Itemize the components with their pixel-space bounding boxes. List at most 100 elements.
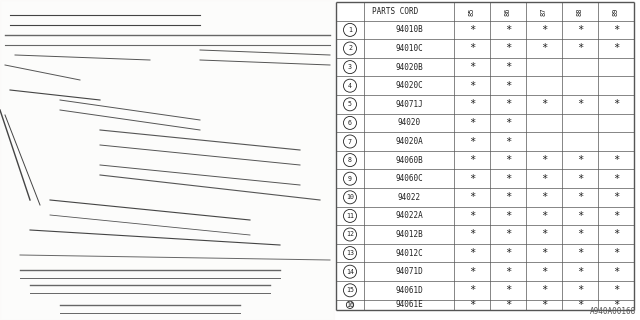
- Text: *: *: [469, 81, 475, 91]
- Text: 85: 85: [469, 7, 475, 16]
- Text: 94010C: 94010C: [395, 44, 423, 53]
- Text: 14: 14: [346, 269, 354, 275]
- Text: *: *: [541, 248, 547, 258]
- Text: 94010B: 94010B: [395, 25, 423, 34]
- Text: *: *: [577, 229, 583, 239]
- Text: 94061D: 94061D: [395, 286, 423, 295]
- Text: 94020A: 94020A: [395, 137, 423, 146]
- Text: *: *: [541, 229, 547, 239]
- Text: 10: 10: [346, 194, 354, 200]
- Text: *: *: [541, 155, 547, 165]
- Text: *: *: [613, 44, 619, 53]
- Text: *: *: [505, 267, 511, 277]
- Text: 13: 13: [346, 250, 354, 256]
- Text: 7: 7: [348, 139, 352, 145]
- Text: *: *: [505, 81, 511, 91]
- Text: 8: 8: [348, 157, 352, 163]
- Text: *: *: [613, 174, 619, 184]
- Text: *: *: [469, 248, 475, 258]
- Text: *: *: [613, 229, 619, 239]
- Text: *: *: [577, 155, 583, 165]
- Text: *: *: [577, 211, 583, 221]
- Text: *: *: [577, 174, 583, 184]
- Text: *: *: [469, 267, 475, 277]
- Text: *: *: [541, 267, 547, 277]
- Text: 94012B: 94012B: [395, 230, 423, 239]
- Text: *: *: [577, 248, 583, 258]
- Text: *: *: [613, 248, 619, 258]
- Text: *: *: [505, 99, 511, 109]
- Text: 9: 9: [348, 176, 352, 182]
- Text: *: *: [505, 62, 511, 72]
- Text: *: *: [505, 248, 511, 258]
- Text: 94022: 94022: [397, 193, 420, 202]
- Text: 11: 11: [346, 213, 354, 219]
- Text: *: *: [505, 155, 511, 165]
- Text: *: *: [541, 44, 547, 53]
- Text: 15: 15: [346, 287, 354, 293]
- Text: 94060C: 94060C: [395, 174, 423, 183]
- Text: 94071J: 94071J: [395, 100, 423, 109]
- Text: 1: 1: [348, 27, 352, 33]
- Text: 94020: 94020: [397, 118, 420, 127]
- Text: *: *: [505, 229, 511, 239]
- Text: 3: 3: [348, 64, 352, 70]
- Text: *: *: [613, 25, 619, 35]
- Text: 12: 12: [346, 231, 354, 237]
- Text: *: *: [469, 99, 475, 109]
- Text: *: *: [613, 99, 619, 109]
- Text: *: *: [505, 44, 511, 53]
- Text: *: *: [505, 25, 511, 35]
- Text: 16: 16: [346, 302, 354, 308]
- Text: 94061E: 94061E: [395, 300, 423, 309]
- Text: *: *: [541, 174, 547, 184]
- Text: *: *: [613, 155, 619, 165]
- Text: *: *: [577, 44, 583, 53]
- Text: *: *: [541, 300, 547, 310]
- Text: *: *: [469, 25, 475, 35]
- Text: A940A00168: A940A00168: [589, 307, 636, 316]
- Text: *: *: [613, 285, 619, 295]
- Text: *: *: [505, 211, 511, 221]
- Text: PARTS CORD: PARTS CORD: [372, 7, 418, 16]
- Text: *: *: [577, 99, 583, 109]
- Text: *: *: [505, 174, 511, 184]
- Text: *: *: [505, 192, 511, 202]
- Text: *: *: [577, 192, 583, 202]
- Text: *: *: [613, 300, 619, 310]
- Text: *: *: [541, 211, 547, 221]
- Text: *: *: [613, 267, 619, 277]
- Text: 94020C: 94020C: [395, 81, 423, 90]
- Text: 4: 4: [348, 83, 352, 89]
- Text: *: *: [469, 211, 475, 221]
- Text: *: *: [505, 137, 511, 147]
- Text: 94012C: 94012C: [395, 249, 423, 258]
- Text: *: *: [469, 44, 475, 53]
- Text: *: *: [469, 62, 475, 72]
- Text: 89: 89: [613, 7, 619, 16]
- Text: *: *: [505, 285, 511, 295]
- Text: *: *: [577, 300, 583, 310]
- Text: *: *: [577, 267, 583, 277]
- Text: *: *: [469, 137, 475, 147]
- Text: *: *: [469, 174, 475, 184]
- Text: *: *: [577, 25, 583, 35]
- Text: 87: 87: [541, 7, 547, 16]
- Text: 2: 2: [348, 45, 352, 52]
- Text: *: *: [469, 300, 475, 310]
- Text: *: *: [541, 285, 547, 295]
- Text: 5: 5: [348, 101, 352, 107]
- Text: 6: 6: [348, 120, 352, 126]
- Text: 86: 86: [505, 7, 511, 16]
- Text: *: *: [469, 192, 475, 202]
- Text: *: *: [577, 285, 583, 295]
- Text: *: *: [469, 155, 475, 165]
- Text: *: *: [541, 25, 547, 35]
- Text: *: *: [613, 211, 619, 221]
- Text: *: *: [613, 192, 619, 202]
- Text: *: *: [469, 118, 475, 128]
- Text: *: *: [505, 300, 511, 310]
- Text: 94071D: 94071D: [395, 267, 423, 276]
- Text: 94060B: 94060B: [395, 156, 423, 164]
- Text: *: *: [469, 229, 475, 239]
